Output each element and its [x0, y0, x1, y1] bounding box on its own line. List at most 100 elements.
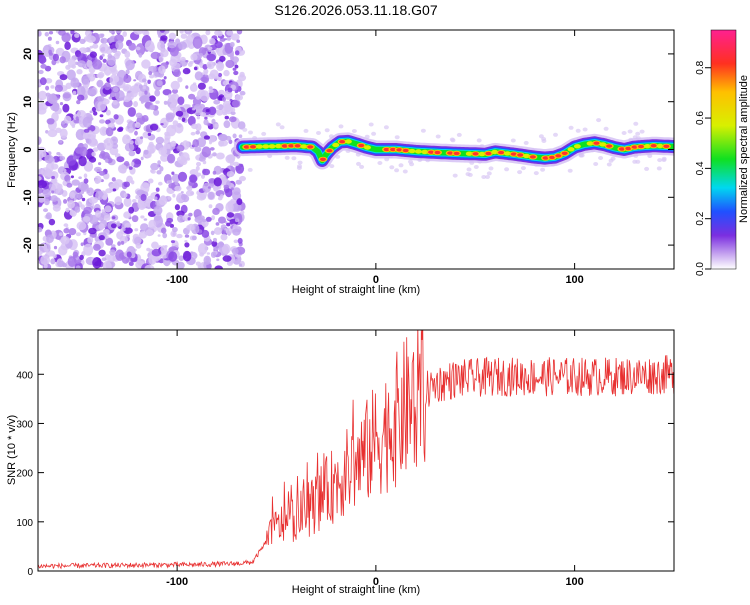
- faint-speckle: [394, 168, 400, 173]
- noise-speckle: [83, 128, 90, 133]
- noise-speckle: [188, 212, 193, 217]
- noise-speckle: [225, 188, 233, 198]
- spectrogram-y-label: Frequency (Hz): [6, 112, 18, 188]
- noise-speckle: [192, 107, 196, 111]
- noise-speckle: [142, 85, 147, 90]
- noise-speckle: [195, 261, 201, 266]
- noise-speckle: [111, 177, 116, 182]
- faint-speckle: [383, 125, 389, 130]
- noise-speckle: [174, 182, 179, 186]
- noise-speckle: [156, 170, 162, 175]
- noise-speckle: [141, 115, 149, 122]
- colorbar-tick-label: 0.0: [695, 262, 706, 276]
- faint-speckle: [606, 162, 612, 167]
- noise-speckle: [115, 249, 125, 261]
- faint-speckle: [567, 168, 573, 173]
- noise-speckle: [173, 69, 181, 78]
- noise-speckle: [186, 30, 190, 33]
- noise-speckle: [237, 237, 243, 244]
- noise-speckle: [176, 233, 183, 239]
- noise-speckle: [195, 165, 200, 171]
- faint-speckle: [598, 156, 604, 160]
- faint-speckle: [279, 125, 285, 130]
- noise-speckle: [112, 86, 119, 93]
- snr-plot-area: [38, 330, 674, 571]
- noise-speckle: [157, 160, 161, 165]
- noise-speckle: [206, 53, 216, 62]
- noise-speckle: [170, 80, 180, 90]
- colorbar-tick-label: 0.2: [695, 211, 706, 225]
- noise-speckle: [70, 30, 75, 35]
- noise-speckle: [127, 90, 131, 94]
- noise-speckle: [189, 174, 198, 183]
- noise-speckle: [107, 254, 116, 263]
- faint-speckle: [466, 167, 472, 172]
- noise-speckle: [218, 133, 228, 141]
- noise-speckle: [39, 77, 47, 86]
- track-peak: [402, 148, 409, 153]
- noise-speckle: [148, 95, 156, 102]
- noise-speckle: [234, 218, 240, 223]
- noise-speckle: [38, 90, 48, 101]
- noise-speckle: [184, 242, 190, 248]
- faint-speckle: [284, 155, 290, 160]
- noise-speckle: [239, 175, 246, 182]
- noise-speckle: [144, 264, 155, 269]
- noise-speckle: [128, 150, 136, 157]
- noise-speckle: [224, 38, 227, 41]
- noise-speckle: [160, 49, 169, 58]
- noise-speckle: [118, 126, 124, 131]
- noise-speckle: [232, 133, 237, 139]
- track-hotspot: [300, 144, 308, 149]
- figure-title: S126.2026.053.11.18.G07: [274, 2, 437, 18]
- noise-speckle: [117, 164, 127, 174]
- noise-speckle: [213, 177, 222, 187]
- faint-speckle: [402, 169, 408, 174]
- noise-speckle: [60, 235, 70, 245]
- noise-speckle: [174, 204, 180, 211]
- noise-speckle: [155, 136, 165, 145]
- noise-speckle: [96, 79, 104, 88]
- noise-speckle: [154, 89, 161, 97]
- spectrogram-x-tick-label: 100: [565, 274, 583, 286]
- noise-speckle: [170, 140, 177, 147]
- spectrogram-y-tick-label: -10: [22, 189, 34, 205]
- noise-speckle: [223, 184, 230, 190]
- noise-speckle: [177, 214, 185, 223]
- noise-speckle: [158, 55, 164, 63]
- noise-speckle: [192, 36, 203, 49]
- noise-speckle: [147, 79, 151, 85]
- noise-speckle: [76, 69, 83, 75]
- noise-speckle: [240, 210, 245, 215]
- noise-speckle: [75, 232, 81, 237]
- noise-speckle: [204, 116, 208, 120]
- noise-speckle: [176, 210, 185, 217]
- noise-speckle: [94, 175, 102, 184]
- colorbar-label: Normalized spectral amplitude: [738, 75, 750, 223]
- noise-speckle: [98, 33, 104, 39]
- noise-speckle: [155, 100, 160, 104]
- noise-speckle: [52, 253, 57, 259]
- track-peak: [383, 147, 390, 152]
- noise-speckle: [212, 170, 217, 175]
- faint-speckle: [261, 131, 267, 136]
- noise-speckle: [123, 192, 128, 198]
- noise-speckle: [94, 236, 99, 242]
- noise-speckle: [38, 139, 41, 145]
- noise-speckle: [215, 222, 220, 226]
- noise-speckle: [175, 110, 184, 117]
- faint-speckle: [633, 121, 639, 126]
- noise-speckle: [86, 189, 91, 194]
- track-hotspot: [344, 139, 352, 144]
- noise-speckle: [172, 227, 178, 233]
- noise-speckle: [226, 30, 234, 36]
- noise-speckle: [153, 109, 160, 116]
- noise-speckle: [169, 103, 176, 111]
- noise-speckle: [213, 227, 223, 235]
- noise-speckle: [57, 183, 63, 190]
- track-peak: [517, 153, 524, 157]
- noise-speckle: [221, 230, 227, 235]
- noise-speckle: [103, 214, 111, 221]
- noise-speckle: [48, 184, 52, 188]
